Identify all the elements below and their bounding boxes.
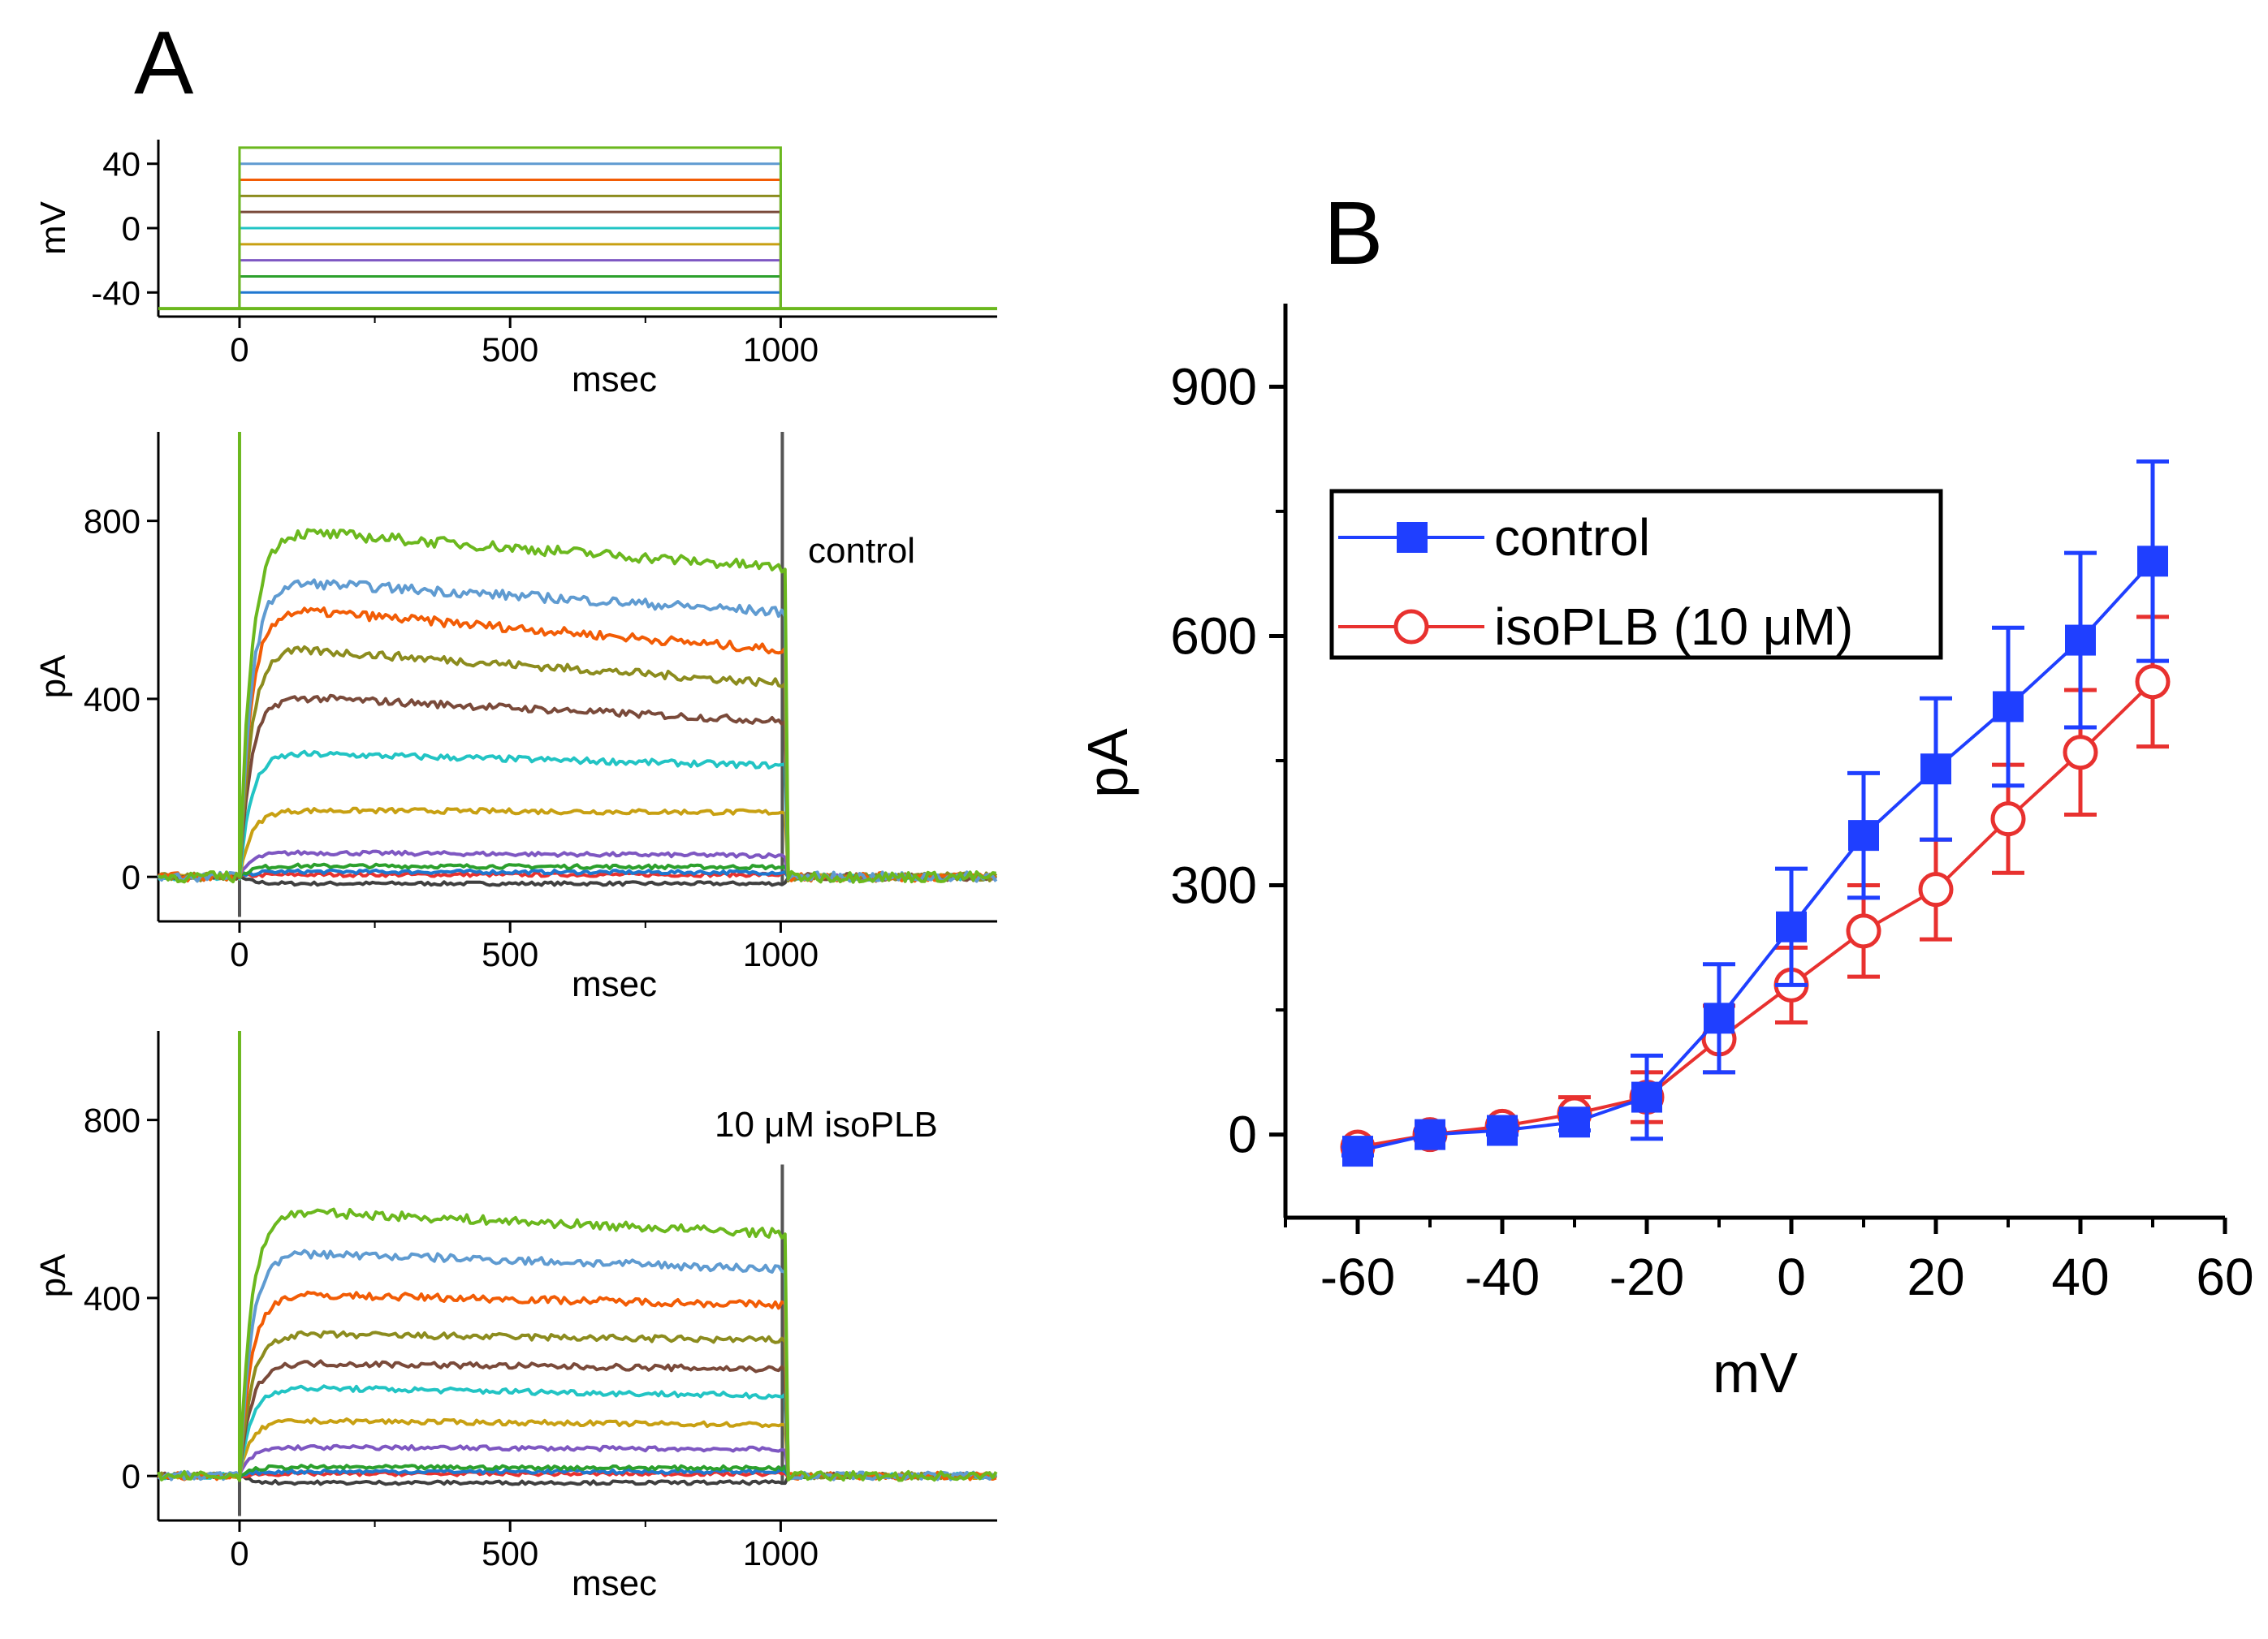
control-current-traces-chart: 0 500 1000 0 400 800 msec pA control (33, 432, 998, 1004)
y-tick-label: 900 (1170, 357, 1257, 416)
data-point-circle (1918, 872, 1954, 908)
data-point-circle (2135, 664, 2171, 700)
y-tick-label: 300 (1170, 856, 1257, 915)
series-isoplb (1340, 615, 2171, 1165)
series-control (1341, 459, 2169, 1167)
x-tick-label: 0 (230, 1534, 248, 1572)
legend-circle-marker (1393, 609, 1429, 645)
legend: control isoPLB (10 μM) (1329, 489, 1943, 660)
x-tick-label: 0 (1777, 1248, 1806, 1306)
panel-b-letter: B (1324, 183, 1383, 283)
x-tick-label: -60 (1320, 1248, 1396, 1306)
x-axis-label: msec (572, 964, 657, 1004)
voltage-protocol-chart: 0 500 1000 -40 0 40 msec mV (33, 140, 997, 399)
voltage-step-trace (238, 259, 782, 309)
x-tick-label: 500 (482, 330, 538, 369)
data-point-circle (2063, 735, 2098, 770)
x-tick-label: 0 (230, 935, 248, 973)
y-tick-label: 0 (122, 209, 140, 248)
x-tick-label: 1000 (743, 1534, 819, 1572)
isoplb-current-traces-chart: 0 500 1000 0 400 800 msec pA 10 μM isoPLB (33, 1031, 998, 1603)
y-tick-label: 600 (1170, 606, 1257, 665)
x-axis-label: msec (572, 360, 657, 399)
legend-box (1329, 489, 1943, 660)
data-point-circle (1990, 801, 2026, 837)
data-point-square (1704, 1003, 1734, 1034)
legend-label: isoPLB (10 μM) (1494, 597, 1853, 656)
y-tick-label: 0 (122, 858, 140, 896)
data-point-square (1415, 1119, 1445, 1150)
voltage-step-trace (238, 226, 782, 309)
y-tick-label: 800 (84, 1102, 140, 1140)
trace-annotation: control (808, 531, 915, 571)
x-tick-label: -40 (1465, 1248, 1540, 1306)
data-point-square (1776, 911, 1807, 942)
current-trace (157, 578, 998, 883)
x-axis-label: mV (1713, 1341, 1798, 1404)
voltage-step-trace (238, 162, 782, 309)
y-tick-label: 400 (84, 680, 140, 718)
x-tick-label: 20 (1907, 1248, 1964, 1306)
data-point-square (1848, 820, 1879, 852)
data-point-circle (1846, 913, 1881, 949)
current-trace (157, 1290, 997, 1482)
x-tick-label: 1000 (743, 330, 819, 369)
voltage-step-trace (238, 291, 782, 309)
x-tick-label: 1000 (743, 935, 819, 973)
current-trace (157, 1207, 998, 1482)
x-axis-label: msec (572, 1564, 657, 1603)
voltage-step-trace (238, 146, 782, 309)
y-axis-label: mV (33, 201, 73, 255)
data-point-square (2065, 624, 2096, 656)
x-tick-label: 500 (482, 935, 538, 973)
y-tick-label: 0 (122, 1457, 140, 1495)
x-tick-label: 40 (2051, 1248, 2109, 1306)
trace-annotation: 10 μM isoPLB (715, 1105, 938, 1145)
data-point-square (1631, 1081, 1662, 1113)
current-trace (157, 645, 998, 883)
current-trace (158, 528, 996, 884)
data-point-square (1993, 691, 2024, 722)
current-trace (158, 1384, 997, 1481)
data-point-square (2137, 546, 2168, 577)
y-axis-label: pA (33, 654, 73, 698)
y-axis-label: pA (1076, 728, 1139, 798)
data-point-square (1920, 753, 1951, 785)
legend-square-marker (1397, 522, 1428, 553)
y-tick-label: 0 (1228, 1106, 1257, 1164)
y-tick-label: 800 (84, 502, 140, 541)
current-trace (157, 749, 996, 882)
current-trace (157, 1330, 997, 1481)
data-point-square (1487, 1115, 1518, 1146)
y-tick-label: 40 (102, 145, 140, 183)
y-tick-label: -40 (91, 274, 140, 312)
x-tick-label: 500 (482, 1534, 538, 1572)
iv-curve-chart: -60 -40 -20 0 20 40 600300600900mVpAcontroliso… (1076, 304, 2254, 1404)
x-tick-label: 0 (230, 330, 248, 369)
x-tick-label: 60 (2196, 1248, 2253, 1306)
panel-a-letter: A (134, 13, 194, 113)
data-point-square (1559, 1106, 1590, 1138)
data-point-square (1342, 1136, 1373, 1167)
x-tick-label: -20 (1609, 1248, 1685, 1306)
legend-label: control (1494, 508, 1650, 567)
y-tick-label: 400 (84, 1279, 140, 1318)
series-line (1357, 680, 2154, 1149)
current-trace (158, 606, 996, 883)
y-axis-label: pA (33, 1253, 73, 1297)
